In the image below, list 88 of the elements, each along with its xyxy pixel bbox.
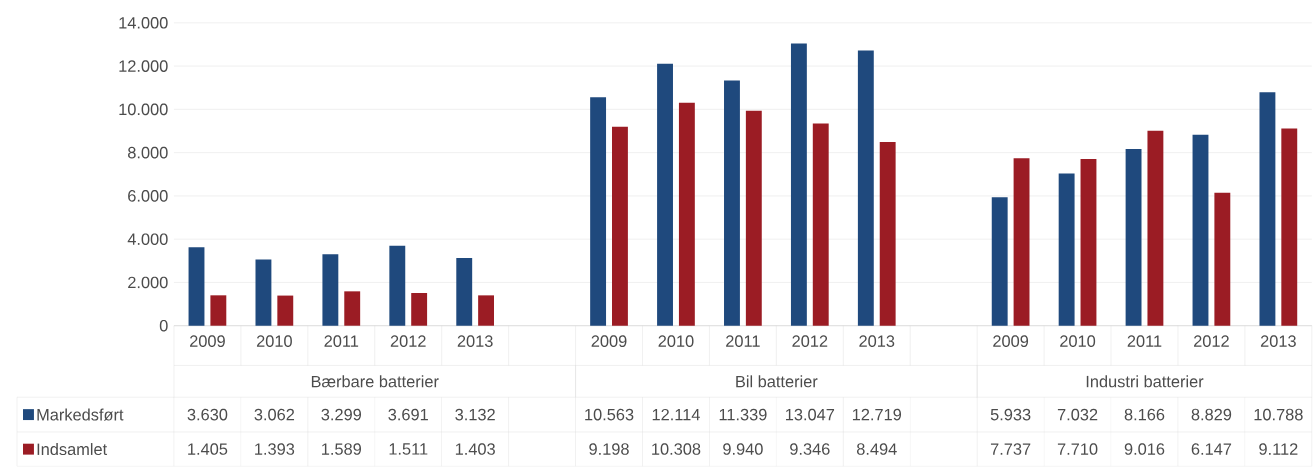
data-label: 1.511 [389, 443, 428, 455]
text: Bærbare batterier [311, 375, 439, 388]
bar [1058, 173, 1075, 326]
bar [389, 245, 406, 326]
data-label: 3.062 [254, 408, 295, 421]
data-label: 1.589 [322, 443, 362, 455]
bar [612, 126, 628, 326]
data-label: 8.494 [856, 443, 897, 455]
bar [812, 123, 829, 326]
bar [1013, 158, 1030, 326]
y-tick-label: 4.000 [127, 233, 168, 246]
bar [1259, 92, 1276, 326]
x-tick-label: 2013 [457, 335, 493, 348]
data-label: 3.132 [455, 408, 495, 421]
data-label: 5.933 [990, 408, 1031, 421]
x-tick-label: 2010 [256, 335, 292, 348]
x-tick-label: 2011 [1127, 335, 1162, 348]
bar [322, 254, 339, 326]
bar [790, 43, 807, 326]
y-tick-label: 8.000 [128, 146, 168, 159]
bar [1125, 149, 1142, 326]
y-tick-label: 10.000 [119, 103, 168, 116]
data-label: 3.691 [388, 408, 428, 421]
x-tick-label: 2012 [792, 335, 828, 348]
data-label: 11.339 [719, 408, 767, 421]
data-label: 10.563 [585, 408, 634, 421]
x-tick-label: 2013 [859, 335, 895, 348]
data-label: 6.147 [1191, 443, 1232, 455]
bar [1214, 192, 1231, 326]
legend-label: Indsamlet [37, 443, 108, 456]
data-label: 13.047 [786, 408, 835, 421]
bar [745, 110, 762, 326]
bar [344, 291, 361, 326]
data-label: 12.719 [852, 408, 902, 421]
x-tick-label: 2009 [993, 335, 1029, 348]
data-label: 1.405 [188, 443, 228, 455]
bar [210, 295, 227, 326]
bar [478, 295, 495, 326]
bar [724, 80, 740, 326]
text: Industri batterier [1086, 375, 1204, 388]
data-label: 7.032 [1057, 408, 1098, 421]
bar [1147, 130, 1164, 326]
data-label: 9.346 [790, 443, 830, 455]
data-label: 9.112 [1259, 443, 1298, 455]
bar [657, 63, 673, 326]
bar [1080, 159, 1097, 326]
bar [879, 142, 896, 326]
data-label: 9.016 [1124, 443, 1165, 455]
bar [678, 102, 695, 326]
bar [188, 247, 205, 326]
data-label: 3.299 [321, 408, 362, 421]
y-tick-label: 6.000 [128, 190, 168, 202]
data-label: 10.788 [1254, 408, 1303, 421]
legend-label: Markedsført [37, 408, 124, 421]
text: Bil batterier [736, 375, 818, 388]
data-label: 10.308 [652, 443, 701, 455]
bar [1281, 128, 1298, 326]
x-tick-label: 2012 [390, 335, 426, 348]
bar [456, 258, 473, 326]
x-tick-label: 2009 [190, 335, 225, 348]
bar [857, 50, 874, 326]
y-tick-label: 0 [159, 320, 168, 332]
x-tick-label: 2010 [658, 335, 694, 348]
x-tick-label: 2012 [1194, 335, 1229, 348]
bar [1192, 134, 1209, 326]
data-label: 9.198 [589, 443, 629, 455]
y-tick-label: 2.000 [128, 276, 168, 289]
bar [255, 259, 272, 326]
y-tick-label: 12.000 [119, 60, 168, 73]
bar [991, 197, 1008, 326]
bar [411, 293, 428, 326]
data-label: 12.114 [652, 409, 700, 421]
x-tick-label: 2011 [324, 335, 359, 348]
y-tick-label: 14.000 [119, 17, 168, 29]
data-label: 1.403 [455, 443, 495, 455]
bar [277, 295, 294, 326]
bar [590, 97, 607, 326]
data-label: 9.940 [723, 443, 763, 455]
x-tick-label: 2010 [1060, 335, 1096, 348]
x-tick-label: 2011 [726, 335, 760, 348]
data-label: 3.630 [187, 408, 228, 421]
data-label: 7.737 [990, 443, 1031, 455]
data-label: 1.393 [255, 443, 295, 455]
data-label: 7.710 [1057, 443, 1098, 455]
x-tick-label: 2013 [1260, 335, 1296, 348]
x-tick-label: 2009 [591, 335, 627, 348]
data-label: 8.166 [1124, 408, 1165, 421]
data-label: 8.829 [1191, 408, 1232, 421]
